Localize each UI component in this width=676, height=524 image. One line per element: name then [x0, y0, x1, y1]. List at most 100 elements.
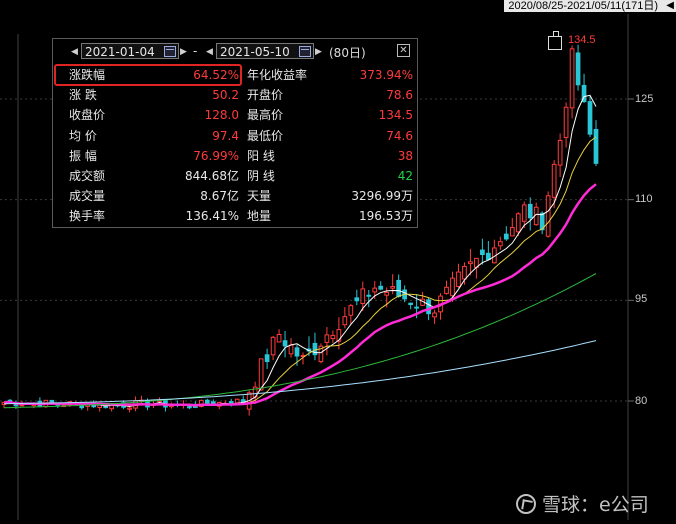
stats-row: 成交量 8.67亿 天量 3296.99万	[53, 186, 417, 206]
candle-body	[312, 342, 318, 356]
stats-row: 均 价 97.4 最低价 74.6	[53, 126, 417, 146]
ma120-line	[3, 340, 597, 405]
candle-body	[127, 407, 132, 410]
stat-value: 74.6	[386, 128, 413, 143]
end-date-input[interactable]: 2021-05-10	[216, 43, 314, 59]
candle-body	[515, 213, 521, 233]
candle-body	[264, 354, 270, 363]
date-separator: -	[193, 44, 198, 58]
candle-body	[509, 227, 515, 237]
stats-row: 成交额 844.68亿阴 线 42	[53, 166, 417, 186]
candle-body	[324, 334, 330, 343]
candle-body	[545, 195, 551, 237]
peak-price-label: 134.5	[568, 34, 596, 46]
stats-row: 涨跌幅 64.52% 年化收益率 373.94%	[53, 65, 417, 85]
prev-start-arrow-icon[interactable]: ◀	[71, 47, 78, 57]
panel-header: ◀ 2021-01-04 ▶ - ◀ 2021-05-10 ▶ (80日) ✕	[53, 39, 417, 65]
day-count: (80日)	[329, 46, 366, 60]
stats-row: 收盘价 128.0 最高价 134.5	[53, 105, 417, 125]
prev-end-arrow-icon[interactable]: ◀	[206, 47, 213, 57]
candle-body	[587, 101, 593, 135]
stats-row: 换手率 136.41% 地量 196.53万	[53, 206, 417, 226]
stat-label: 阳 线	[247, 148, 275, 163]
stat-label: 均 价	[69, 128, 97, 143]
peak-marker-icon	[548, 31, 562, 50]
stat-value: 78.6	[386, 88, 413, 103]
watermark-text: 雪球：e公司	[542, 494, 649, 516]
stat-value: 76.99%	[193, 148, 239, 163]
watermark: 雪球：e公司	[516, 490, 649, 517]
candle-body	[486, 252, 491, 261]
y-tick-95: 95	[635, 293, 648, 305]
candle-body	[575, 52, 581, 86]
candle-body	[198, 399, 204, 407]
candle-body	[288, 344, 294, 355]
candle-body	[569, 48, 575, 109]
candle-body	[480, 249, 485, 255]
candle-body	[527, 203, 533, 219]
stat-label: 成交量	[69, 189, 106, 204]
candle-body	[581, 84, 587, 103]
candle-body	[468, 261, 473, 265]
candle-body	[372, 287, 378, 293]
candle-body	[557, 139, 563, 166]
stats-row: 振 幅 76.99% 阳 线 38	[53, 146, 417, 166]
stat-value: 8.67亿	[200, 189, 239, 204]
stat-label: 成交额	[69, 169, 106, 183]
next-end-arrow-icon[interactable]: ▶	[315, 47, 322, 57]
start-date-input[interactable]: 2021-01-04	[81, 43, 179, 59]
candle-body	[187, 406, 192, 409]
stat-value: 38	[397, 148, 413, 163]
stat-label: 最低价	[247, 128, 284, 143]
stat-value: 196.53万	[359, 209, 413, 224]
candle-body	[384, 291, 390, 296]
candle-body	[450, 277, 455, 297]
stat-label: 阴 线	[247, 169, 275, 183]
candle-body	[414, 306, 419, 309]
y-tick-110: 110	[635, 193, 653, 205]
stat-label: 最高价	[247, 108, 284, 123]
scroll-arrow-icon[interactable]: ◀	[666, 0, 674, 11]
stats-row: 涨 跌 50.2 开盘价 78.6	[53, 85, 417, 105]
stat-value: 64.52%	[193, 68, 239, 82]
stat-value: 128.0	[204, 108, 239, 123]
candle-body	[348, 305, 354, 316]
candle-body	[270, 336, 276, 356]
close-icon[interactable]: ✕	[397, 44, 410, 57]
candle-body	[282, 340, 288, 347]
stat-value: 373.94%	[359, 68, 413, 82]
stat-label: 涨跌幅	[69, 68, 106, 82]
candle-body	[432, 312, 437, 318]
candle-body	[396, 279, 402, 297]
stat-value: 97.4	[212, 128, 239, 143]
start-date-value: 2021-01-04	[85, 45, 155, 59]
stat-value: 844.68亿	[185, 169, 239, 183]
stat-label: 换手率	[69, 209, 106, 224]
stat-value: 50.2	[212, 88, 239, 103]
candle-body	[444, 286, 449, 294]
candle-body	[294, 347, 300, 357]
candle-body	[593, 128, 599, 164]
stat-label: 地量	[247, 209, 272, 224]
stat-value: 3296.99万	[351, 189, 413, 204]
stat-label: 振 幅	[69, 148, 97, 163]
calendar-icon[interactable]	[164, 46, 176, 57]
candle-body	[503, 233, 509, 240]
stat-value: 134.5	[378, 108, 413, 123]
date-range-bar: 2020/08/25-2021/05/11(171日) ◀	[504, 0, 676, 12]
candle-body	[497, 241, 503, 247]
calendar-icon[interactable]	[299, 46, 311, 57]
candle-body	[330, 334, 336, 340]
candle-body	[234, 398, 240, 404]
stat-label: 开盘价	[247, 88, 284, 103]
next-start-arrow-icon[interactable]: ▶	[180, 47, 187, 57]
stat-value: 136.41%	[185, 209, 239, 224]
end-date-value: 2021-05-10	[220, 45, 290, 59]
candle-body	[366, 294, 372, 297]
candle-body	[342, 316, 348, 326]
xueqiu-logo-icon	[516, 494, 536, 514]
candle-body	[426, 299, 431, 315]
ma60-line	[3, 273, 597, 409]
stat-label: 天量	[247, 189, 272, 204]
